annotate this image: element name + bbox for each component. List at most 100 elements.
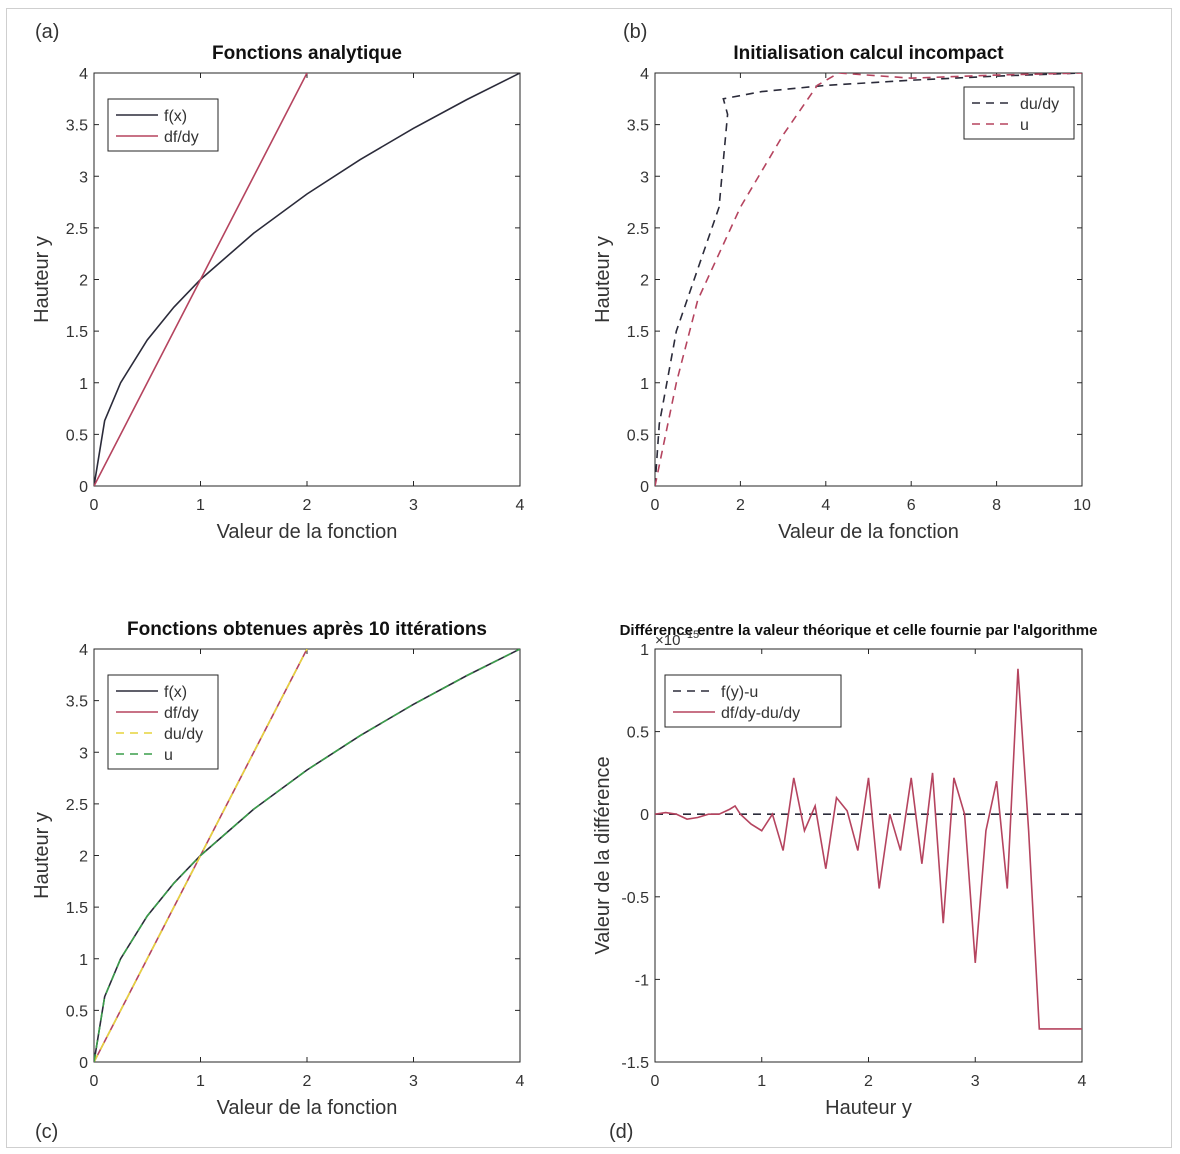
x-tick-label: 0 (90, 497, 99, 514)
legend-label: df/dy (164, 129, 199, 146)
x-tick-label: 6 (907, 497, 916, 514)
y-tick-label: 2 (79, 849, 88, 866)
x-tick-label: 4 (1078, 1073, 1087, 1090)
x-tick-label: 2 (303, 497, 312, 514)
y-axis-label: Hauteur y (31, 236, 53, 323)
y-axis-label: Valeur de la différence (592, 756, 614, 954)
y-tick-label: 0.5 (66, 427, 88, 444)
y-tick-label: 2.5 (627, 221, 649, 238)
y-tick-label: 1.5 (66, 324, 88, 341)
y-tick-label: 1.5 (627, 324, 649, 341)
x-tick-label: 10 (1073, 497, 1091, 514)
chart-1: 0 1 2 3 4 0 0.5 1 1.5 2 2.5 3 3.5 4 Fonctions analytiq… (31, 43, 525, 543)
legend-label: f(y)-u (721, 684, 758, 701)
y-tick-label: 0 (79, 479, 88, 496)
chart-2: 0 2 4 6 8 10 0 0.5 1 1.5 2 2.5 3 3.5 4 Initialisation c… (592, 43, 1091, 543)
y-tick-label: 4 (79, 642, 88, 659)
y-tick-label: 1 (79, 376, 88, 393)
y-tick-label: -1.5 (621, 1055, 649, 1072)
x-tick-label: 2 (864, 1073, 873, 1090)
figure-frame: 0 1 2 3 4 0 0.5 1 1.5 2 2.5 3 3.5 4 Fonctions analytiq… (6, 8, 1172, 1148)
y-tick-label: 2 (640, 273, 649, 290)
y-tick-label: 3 (79, 169, 88, 186)
y-tick-label: 2 (79, 273, 88, 290)
y-tick-label: 3.5 (66, 118, 88, 135)
x-tick-label: 1 (196, 1073, 205, 1090)
legend-label: du/dy (164, 726, 203, 743)
y-tick-label: 2.5 (66, 221, 88, 238)
series-line-2 (655, 668, 1082, 1030)
legend-label: du/dy (1020, 96, 1059, 113)
y-tick-label: 1 (79, 952, 88, 969)
legend-label: f(x) (164, 108, 187, 125)
x-tick-label: 4 (821, 497, 830, 514)
y-axis-label: Hauteur y (592, 236, 614, 323)
y-tick-label: -1 (635, 972, 649, 989)
x-axis-label: Valeur de la fonction (217, 521, 398, 543)
y-tick-label: 1 (640, 376, 649, 393)
chart-title: Fonctions analytique (212, 43, 402, 64)
y-tick-label: 0.5 (627, 427, 649, 444)
x-tick-label: 1 (757, 1073, 766, 1090)
x-tick-label: 3 (409, 497, 418, 514)
y-tick-label: 3.5 (627, 118, 649, 135)
x-tick-label: 0 (651, 1073, 660, 1090)
y-tick-label: 3.5 (66, 694, 88, 711)
x-tick-label: 0 (90, 1073, 99, 1090)
series-line-2 (94, 73, 308, 486)
legend-box (107, 98, 219, 152)
y-tick-label: 0 (640, 479, 649, 496)
legend-box (664, 674, 842, 728)
legend-label: df/dy (164, 705, 199, 722)
panel-letter-c: (c) (35, 1121, 59, 1143)
legend-box (963, 86, 1075, 140)
x-tick-label: 3 (971, 1073, 980, 1090)
legend-box (107, 674, 219, 770)
chart-title: Différence entre la valeur théorique et … (620, 622, 1098, 639)
legend-label: u (1020, 117, 1029, 134)
x-tick-label: 4 (516, 1073, 525, 1090)
chart-title: Fonctions obtenues après 10 ittérations (127, 619, 487, 640)
legend: du/dy u (963, 86, 1075, 140)
series-line-1 (94, 73, 520, 486)
legend-label: df/dy-du/dy (721, 705, 800, 722)
x-tick-label: 0 (651, 497, 660, 514)
legend: f(x) df/dy du/dy u (107, 674, 219, 770)
legend-label: u (164, 747, 173, 764)
y-tick-label: 0.5 (627, 725, 649, 742)
panel-letter-d: (d) (609, 1121, 634, 1143)
legend: f(x) df/dy (107, 98, 219, 152)
y-tick-label: 0 (79, 1055, 88, 1072)
x-tick-label: 2 (303, 1073, 312, 1090)
legend-label: f(x) (164, 684, 187, 701)
y-tick-label: 3 (640, 169, 649, 186)
x-tick-label: 4 (516, 497, 525, 514)
x-tick-label: 3 (409, 1073, 418, 1090)
x-axis-label: Valeur de la fonction (217, 1097, 398, 1119)
y-tick-label: 2.5 (66, 797, 88, 814)
x-axis-label: Valeur de la fonction (778, 521, 959, 543)
y-axis-multiplier: ×10−15 (655, 629, 699, 649)
y-tick-label: 1.5 (66, 900, 88, 917)
y-axis-label: Hauteur y (31, 812, 53, 899)
y-tick-label: 0 (640, 807, 649, 824)
series-line-2 (655, 73, 1082, 486)
x-axis-label: Hauteur y (825, 1097, 912, 1119)
y-tick-label: 3 (79, 745, 88, 762)
chart-4: 0 1 2 3 4 -1.5 -1 -0.5 0 0.5 1 Différence entre la … (592, 622, 1097, 1119)
series-line-3 (94, 649, 308, 1062)
y-tick-label: 4 (79, 66, 88, 83)
y-tick-label: -0.5 (621, 890, 649, 907)
series-line-1 (655, 73, 1082, 486)
y-tick-label: 4 (640, 66, 649, 83)
series-line-4 (94, 649, 520, 1062)
chart-title: Initialisation calcul incompact (733, 43, 1004, 64)
panel-letter-a: (a) (35, 21, 60, 43)
y-tick-label: 0.5 (66, 1003, 88, 1020)
panel-letter-b: (b) (623, 21, 648, 43)
figure-canvas: 0 1 2 3 4 0 0.5 1 1.5 2 2.5 3 3.5 4 Fonctions analytiq… (31, 43, 1097, 1119)
plot-area (654, 72, 1083, 487)
x-tick-label: 8 (992, 497, 1001, 514)
x-tick-label: 2 (736, 497, 745, 514)
x-tick-label: 1 (196, 497, 205, 514)
